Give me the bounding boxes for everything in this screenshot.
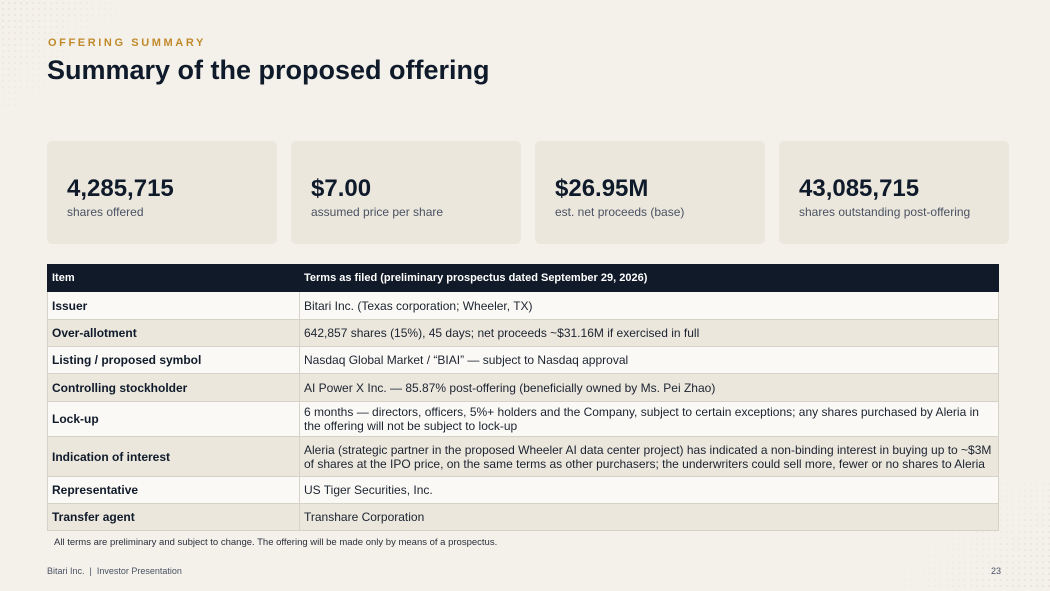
table-row: Transfer agent Transhare Corporation xyxy=(47,503,999,531)
table-row: Issuer Bitari Inc. (Texas corporation; W… xyxy=(47,291,999,320)
row-terms: Nasdaq Global Market / “BIAI” — subject … xyxy=(299,346,999,374)
table-row: Over-allotment 642,857 shares (15%), 45 … xyxy=(47,319,999,347)
row-item: Transfer agent xyxy=(47,503,300,531)
row-terms: US Tiger Securities, Inc. xyxy=(299,476,999,504)
page-number: 23 xyxy=(990,566,1001,576)
column-header-terms: Terms as filed (preliminary prospectus d… xyxy=(299,264,999,292)
row-terms: Transhare Corporation xyxy=(299,503,999,531)
footnote: All terms are preliminary and subject to… xyxy=(54,537,498,548)
stat-label: assumed price per share xyxy=(311,205,444,219)
row-item: Indication of interest xyxy=(47,436,300,477)
stat-card-price: $7.00 assumed price per share xyxy=(291,141,521,244)
row-item: Over-allotment xyxy=(47,319,300,347)
stat-card-shares-offered: 4,285,715 shares offered xyxy=(47,141,277,244)
stat-value: $7.00 xyxy=(311,175,372,202)
section-eyebrow: OFFERING SUMMARY xyxy=(48,37,206,49)
stat-card-net-proceeds: $26.95M est. net proceeds (base) xyxy=(535,141,765,244)
column-header-item: Item xyxy=(47,264,300,292)
row-item: Representative xyxy=(47,476,300,504)
row-terms: Aleria (strategic partner in the propose… xyxy=(299,436,999,477)
table-row: Listing / proposed symbol Nasdaq Global … xyxy=(47,346,999,374)
stat-value: $26.95M xyxy=(555,175,649,202)
stat-value: 43,085,715 xyxy=(799,175,920,202)
row-terms: 6 months — directors, officers, 5%+ hold… xyxy=(299,401,999,437)
row-terms: 642,857 shares (15%), 45 days; net proce… xyxy=(299,319,999,347)
stat-label: shares outstanding post-offering xyxy=(799,205,971,219)
stat-cards: 4,285,715 shares offered $7.00 assumed p… xyxy=(47,141,1009,244)
footer-company: Bitari Inc. xyxy=(47,566,85,576)
stat-value: 4,285,715 xyxy=(67,175,174,202)
table-row: Lock-up 6 months — directors, officers, … xyxy=(47,401,999,437)
row-terms: Bitari Inc. (Texas corporation; Wheeler,… xyxy=(299,291,999,320)
stat-label: shares offered xyxy=(67,205,144,219)
table-row: Controlling stockholder AI Power X Inc. … xyxy=(47,373,999,402)
offering-terms-table: Item Terms as filed (preliminary prospec… xyxy=(47,264,999,531)
row-terms: AI Power X Inc. — 85.87% post-offering (… xyxy=(299,373,999,402)
decorative-dot-pattern xyxy=(0,0,120,110)
stat-card-shares-outstanding: 43,085,715 shares outstanding post-offer… xyxy=(779,141,1009,244)
table-row: Indication of interest Aleria (strategic… xyxy=(47,436,999,477)
row-item: Controlling stockholder xyxy=(47,373,300,402)
footer-source: Bitari Inc. | Investor Presentation xyxy=(47,566,182,576)
table-row: Representative US Tiger Securities, Inc. xyxy=(47,476,999,504)
row-item: Lock-up xyxy=(47,401,300,437)
row-item: Issuer xyxy=(47,291,300,320)
footer-document: Investor Presentation xyxy=(96,566,182,576)
row-item: Listing / proposed symbol xyxy=(47,346,300,374)
table-header-row: Item Terms as filed (preliminary prospec… xyxy=(47,264,999,292)
stat-label: est. net proceeds (base) xyxy=(555,205,685,219)
footer-separator: | xyxy=(89,566,92,576)
page-title: Summary of the proposed offering xyxy=(47,55,490,85)
